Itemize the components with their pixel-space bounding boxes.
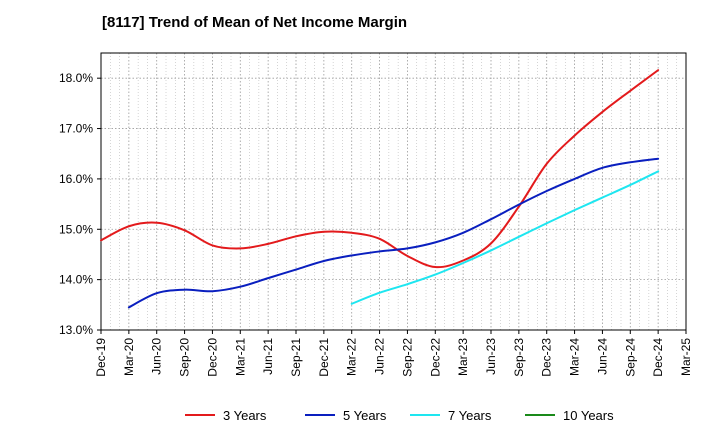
series-line-5-years [127,157,660,309]
x-tick-label: Sep-24 [623,338,637,377]
x-tick-label: Mar-21 [233,338,247,376]
x-tick-label: Mar-24 [568,338,582,376]
legend-item: 7 Years [410,408,492,423]
series-lines [100,69,660,309]
legend-label: 10 Years [563,408,614,423]
x-tick-label: Jun-23 [484,338,498,375]
series-line-7-years [350,170,660,305]
x-tick-label: Jun-24 [595,338,609,375]
x-tick-label: Sep-20 [178,338,192,377]
y-tick-label: 18.0% [59,71,93,85]
x-tick-label: Sep-21 [289,338,303,377]
y-tick-label: 13.0% [59,323,93,337]
x-tick-label: Sep-23 [512,338,526,377]
x-tick-label: Dec-23 [540,338,554,377]
legend-item: 5 Years [305,408,387,423]
legend-item: 10 Years [525,408,614,423]
x-tick-label: Mar-20 [122,338,136,376]
x-tick-label: Dec-20 [205,338,219,377]
x-tick-label: Dec-21 [317,338,331,377]
legend-label: 3 Years [223,408,267,423]
legend-item: 3 Years [185,408,267,423]
grid-lines [101,53,686,331]
y-tick-label: 17.0% [59,122,93,136]
y-axis-ticks: 13.0% 14.0% 15.0% 16.0% 17.0% 18.0% [59,71,101,337]
y-tick-label: 15.0% [59,222,93,236]
x-axis-ticks: Dec-19 Mar-20 Jun-20 Sep-20 Dec-20 Mar-21 Jun-… [94,330,693,377]
x-tick-label: Mar-23 [456,338,470,376]
x-tick-label: Jun-21 [261,338,275,375]
legend: 3 Years 5 Years 7 Years 10 Years [185,408,614,423]
x-tick-label: Jun-20 [150,338,164,375]
x-tick-label: Sep-22 [400,338,414,377]
x-tick-label: Dec-24 [651,338,665,377]
x-tick-label: Jun-22 [373,338,387,375]
y-tick-label: 14.0% [59,273,93,287]
x-tick-label: Dec-19 [94,338,108,377]
legend-label: 7 Years [448,408,492,423]
legend-label: 5 Years [343,408,387,423]
y-tick-label: 16.0% [59,172,93,186]
x-tick-label: Mar-22 [345,338,359,376]
x-tick-label: Dec-22 [428,338,442,377]
chart-title: [8117] Trend of Mean of Net Income Margi… [102,14,408,31]
x-tick-label: Mar-25 [679,338,693,376]
plot-frame [100,52,687,331]
series-line-3-years [100,69,660,269]
